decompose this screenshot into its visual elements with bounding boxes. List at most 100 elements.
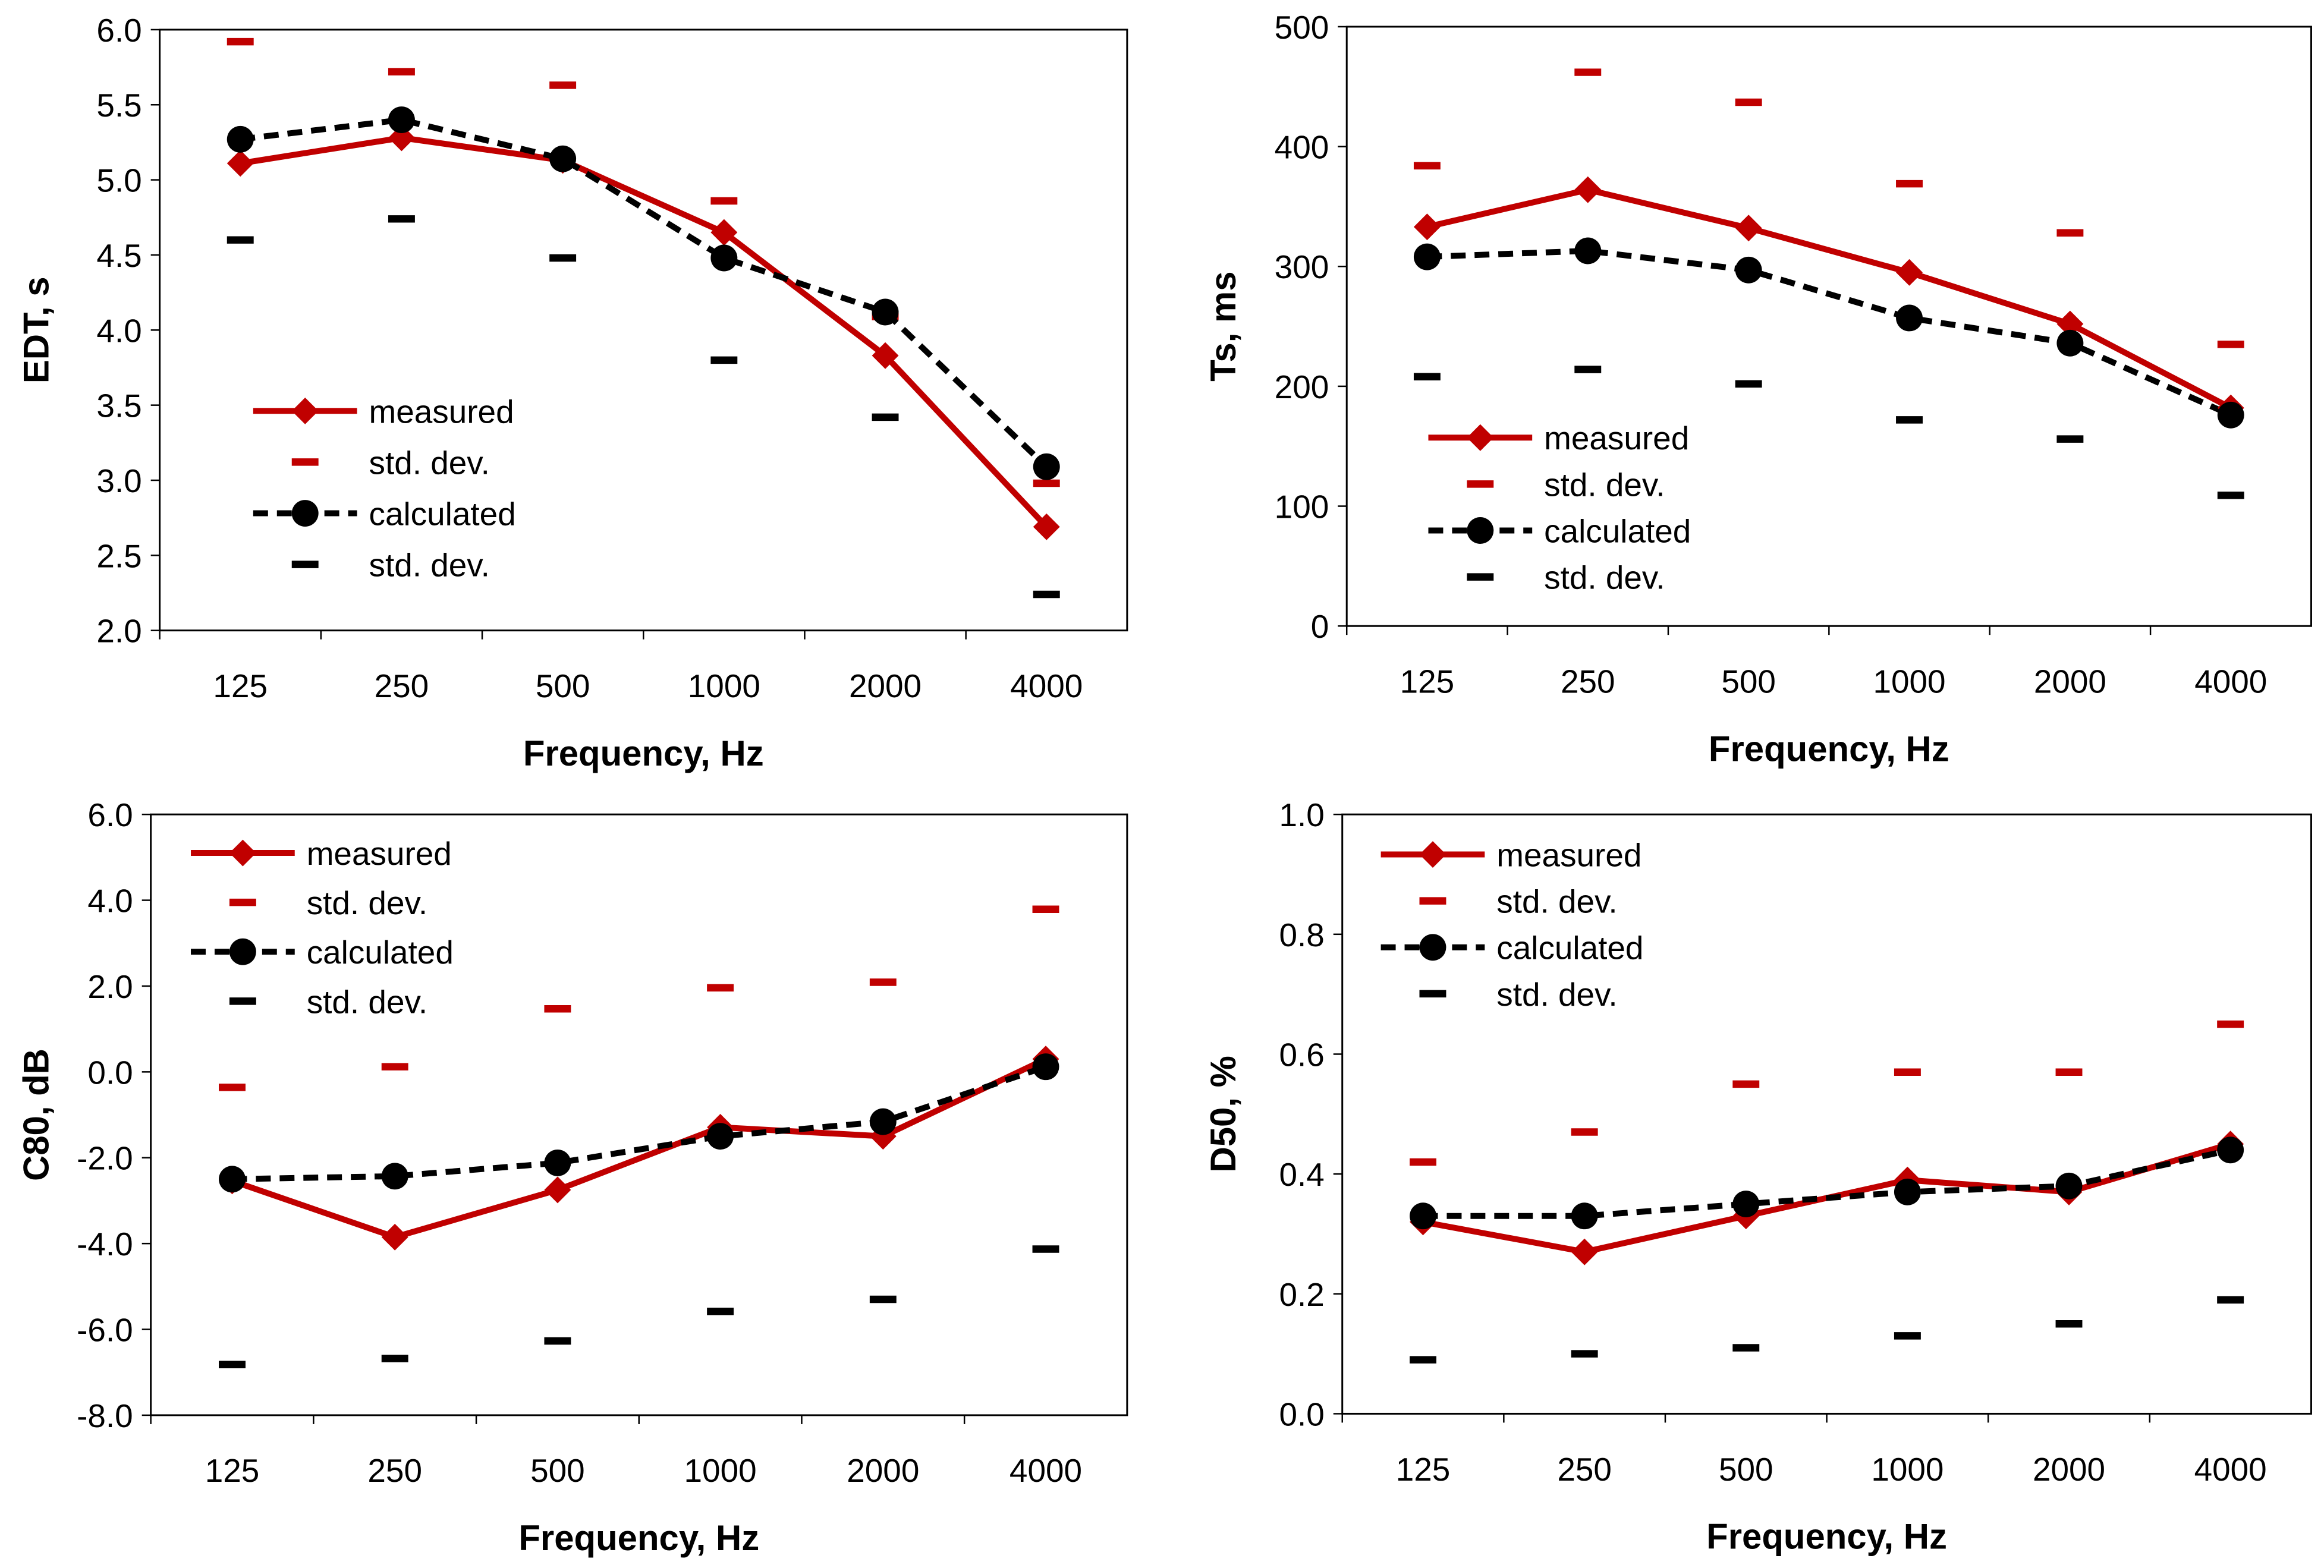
y-tick-label: 4.5 — [96, 237, 141, 274]
x-tick-label: 4000 — [1010, 1452, 1082, 1489]
legend-measured-marker — [229, 839, 256, 867]
x-tick-label: 250 — [367, 1452, 422, 1489]
calculated-point — [1574, 237, 1602, 265]
measured-point — [1413, 213, 1441, 241]
plot-area — [159, 29, 1128, 632]
legend-calculated-marker — [1419, 934, 1446, 961]
y-tick-label: 0.8 — [1279, 917, 1324, 953]
x-tick-label: 1000 — [688, 667, 760, 704]
calculated-point — [1732, 1191, 1760, 1218]
y-tick-label: 5.0 — [96, 162, 141, 199]
x-tick-label: 4000 — [1010, 667, 1083, 704]
calculated-point — [1896, 304, 1923, 332]
y-tick-label: 2.0 — [87, 968, 133, 1005]
legend-label: measured — [307, 835, 452, 872]
measured-point — [710, 219, 738, 246]
x-tick-label: 500 — [1721, 663, 1776, 700]
x-tick-label: 4000 — [2194, 663, 2267, 700]
x-tick-label: 2000 — [847, 1452, 919, 1489]
calculated-point — [1413, 243, 1441, 270]
y-tick-label: 3.5 — [96, 388, 141, 424]
legend-label: calculated — [369, 495, 516, 532]
y-tick-label: 300 — [1275, 248, 1329, 285]
x-tick-label: 1000 — [1873, 663, 1945, 700]
x-tick-label: 125 — [1400, 663, 1455, 700]
legend: measured std. dev. calculated std. dev. — [191, 835, 454, 1020]
y-tick-label: 5.5 — [96, 87, 141, 124]
legend-label: std. dev. — [1544, 559, 1665, 596]
calculated-line — [232, 1063, 1047, 1182]
y-axis-label: EDT, s — [16, 276, 56, 383]
legend-calculated-marker — [291, 500, 319, 527]
x-tick-label: 500 — [536, 667, 590, 704]
y-tick-label: 500 — [1275, 9, 1329, 46]
legend-label: std. dev. — [369, 444, 490, 481]
legend-label: std. dev. — [1544, 466, 1665, 503]
legend: measured std. dev. calculated std. dev. — [1380, 837, 1643, 1013]
x-tick-label: 500 — [1719, 1451, 1773, 1488]
y-tick-label: 4.0 — [87, 883, 133, 920]
calculated-point — [549, 145, 577, 172]
legend-label: std. dev. — [307, 983, 427, 1020]
legend-measured-marker — [291, 397, 319, 424]
x-axis-label: Frequency, Hz — [1709, 729, 1949, 769]
chart-ts: 0 100 200 300 400 500 125 250 500 1000 2000 4000 Fre… — [1203, 9, 2312, 769]
y-tick-label: 400 — [1275, 129, 1329, 166]
y-tick-label: 6.0 — [87, 796, 133, 833]
y-tick-label: 0.6 — [1279, 1036, 1324, 1073]
calculated-point — [2055, 1172, 2083, 1199]
legend-label: std. dev. — [1496, 883, 1617, 920]
x-tick-label: 2000 — [2034, 663, 2106, 700]
chart-c80: -8.0 -6.0 -4.0 -2.0 0.0 2.0 4.0 6.0 125 250 500 100… — [16, 796, 1128, 1558]
y-axis-label: Ts, ms — [1203, 271, 1243, 381]
x-tick-label: 1000 — [684, 1452, 757, 1489]
calculated-line — [1423, 1147, 2231, 1219]
y-axis-label: C80, dB — [16, 1049, 56, 1181]
measured-line — [1426, 187, 2232, 411]
measured-line — [240, 134, 1049, 529]
calculated-point — [227, 125, 254, 153]
calculated-point — [1033, 453, 1060, 480]
legend-label: measured — [1544, 420, 1689, 456]
x-tick-label: 125 — [1396, 1451, 1451, 1488]
calculated-point — [381, 1163, 408, 1190]
x-tick-label: 500 — [530, 1452, 585, 1489]
y-tick-label: 6.0 — [96, 12, 141, 49]
legend-label: std. dev. — [1496, 976, 1617, 1013]
measured-point — [872, 342, 899, 369]
legend-calculated-marker — [1467, 517, 1494, 544]
x-tick-label: 2000 — [849, 667, 922, 704]
y-tick-label: 1.0 — [1279, 796, 1324, 833]
calculated-point — [1894, 1178, 1921, 1205]
legend: measured std. dev. calculated std. dev. — [1428, 420, 1691, 596]
calculated-line — [240, 117, 1049, 469]
x-tick-label: 4000 — [2194, 1451, 2267, 1488]
x-tick-label: 1000 — [1871, 1451, 1944, 1488]
x-tick-label: 2000 — [2033, 1451, 2105, 1488]
x-tick-label: 250 — [1557, 1451, 1612, 1488]
chart-d50: 0.0 0.2 0.4 0.6 0.8 1.0 125 250 500 1000 2000 4000 F… — [1203, 796, 2312, 1557]
plot-area — [150, 813, 1128, 1416]
y-tick-label: 100 — [1275, 489, 1329, 525]
legend-label: measured — [369, 393, 514, 430]
y-tick-label: -2.0 — [77, 1140, 133, 1177]
x-tick-label: 125 — [205, 1452, 260, 1489]
legend-label: measured — [1496, 837, 1641, 874]
calculated-point — [1571, 1202, 1598, 1230]
legend-label: std. dev. — [369, 547, 490, 584]
calculated-point — [2217, 1136, 2244, 1164]
calculated-point — [872, 298, 899, 326]
x-tick-label: 125 — [213, 667, 268, 704]
y-tick-label: 2.0 — [96, 613, 141, 650]
y-tick-label: 0.0 — [87, 1054, 133, 1091]
y-tick-label: 200 — [1275, 369, 1329, 405]
calculated-point — [1032, 1053, 1059, 1081]
measured-point — [381, 1223, 408, 1251]
y-tick-label: 0.2 — [1279, 1276, 1324, 1313]
y-tick-label: 0 — [1311, 608, 1329, 645]
calculated-point — [388, 106, 415, 133]
measured-point — [227, 150, 254, 177]
measured-point — [544, 1176, 571, 1204]
plot-area — [1341, 813, 2312, 1415]
